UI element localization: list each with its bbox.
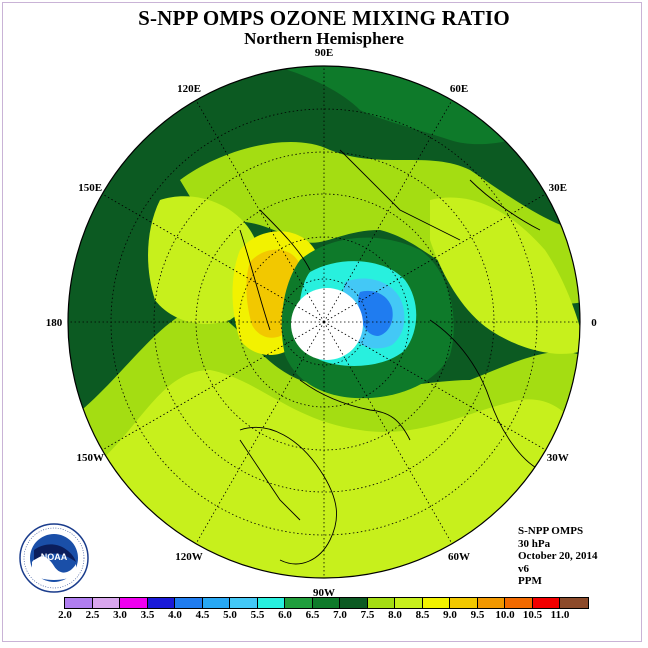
colorbar-tick-label: 9.5	[470, 609, 485, 621]
colorbar-tick-label: 8.0	[388, 609, 402, 621]
field-blue	[358, 290, 393, 336]
colorbar-cell	[340, 598, 368, 608]
colorbar-cell	[560, 598, 588, 608]
coast-asia-2	[469, 179, 541, 231]
longitude-label: 150E	[78, 182, 102, 194]
colorbar-cell	[367, 598, 395, 608]
coast-asia	[339, 149, 461, 241]
meridian-line	[102, 321, 325, 451]
colorbar-ticks: 2.0 2.5 3.0 3.5 4.0 4.5 5.0 5.5 6.0 6.5 7.0 7.5 8.0 8…	[0, 609, 648, 623]
colorbar-tick-label: 5.5	[250, 609, 265, 621]
colorbar-cell	[532, 598, 560, 608]
longitude-label: 0	[591, 317, 597, 329]
colorbar-tick-label: 2.0	[58, 609, 72, 621]
colorbar-cell	[92, 598, 120, 608]
coast-north-america	[239, 426, 337, 565]
colorbar	[64, 597, 589, 609]
colorbar-tick-label: 2.5	[85, 609, 100, 621]
colorbar-tick-label: 10.0	[495, 609, 515, 621]
colorbar-tick-label: 5.0	[223, 609, 237, 621]
field-light-green-east	[430, 197, 580, 354]
meridian-lines	[68, 66, 580, 578]
colorbar-tick-label: 6.5	[305, 609, 320, 621]
logo-wave	[32, 556, 76, 580]
info-pressure-level: 30 hPa	[518, 537, 551, 550]
colorbar-cell	[65, 598, 93, 608]
lat-circle-80	[280, 278, 368, 366]
meridian-line	[102, 193, 325, 323]
longitude-label: 120E	[177, 83, 201, 95]
colorbar-cell	[202, 598, 230, 608]
info-block: S-NPP OMPS 30 hPa October 20, 2014 v6 PP…	[518, 525, 598, 588]
colorbar-tick-label: 4.0	[168, 609, 182, 621]
map-subtitle: Northern Hemisphere	[244, 29, 404, 48]
longitude-label: 30E	[549, 182, 567, 194]
noaa-logo: NOAA	[18, 522, 90, 594]
colorbar-cell	[257, 598, 285, 608]
colorbar-tick-label: 11.0	[550, 609, 570, 621]
meridian-line	[323, 193, 546, 323]
figure-frame	[2, 2, 642, 642]
map-title: S-NPP OMPS OZONE MIXING RATIO	[138, 6, 510, 30]
coastlines	[239, 149, 541, 565]
colorbar-tick-label: 3.0	[113, 609, 127, 621]
colorbar-tick-label: 6.0	[278, 609, 292, 621]
longitude-labels: 90E 60E 30E 0 30W 60W 90W 120W 150W 180 150E 120E	[46, 47, 598, 599]
longitude-label: 30W	[547, 452, 569, 464]
colorbar-tick-label: 7.0	[333, 609, 347, 621]
meridian-line	[323, 321, 453, 544]
colorbar-cell	[285, 598, 313, 608]
coast-inner-america	[239, 439, 301, 521]
meridian-line	[195, 321, 325, 544]
pole-no-data	[291, 288, 363, 360]
longitude-label: 90E	[315, 47, 333, 59]
colorbar-tick-label: 3.5	[140, 609, 155, 621]
colorbar-cell	[450, 598, 478, 608]
lat-circle-30	[153, 151, 495, 493]
info-version: v6	[518, 562, 529, 575]
colorbar-cell	[120, 598, 148, 608]
longitude-label: 60E	[450, 83, 468, 95]
longitude-label: 60W	[448, 551, 470, 563]
colorbar-cell	[505, 598, 533, 608]
colorbar-tick-label: 10.5	[522, 609, 543, 621]
colorbar-cell	[230, 598, 258, 608]
noaa-logo-graphic: NOAA	[19, 523, 89, 593]
colorbar-cell	[312, 598, 340, 608]
meridian-line	[323, 100, 453, 323]
colorbar-cell	[147, 598, 175, 608]
colorbar-tick-label: 4.5	[195, 609, 210, 621]
field-light-green-west	[148, 196, 261, 324]
colorbar-tick-label: 9.0	[443, 609, 457, 621]
colorbar-cell	[422, 598, 450, 608]
colorbar-cell	[175, 598, 203, 608]
meridian-line	[323, 321, 546, 451]
map-boundary	[67, 65, 581, 579]
ozone-field	[68, 66, 580, 578]
longitude-label: 180	[46, 317, 63, 329]
logo-bird	[34, 544, 76, 562]
logo-wordmark: NOAA	[41, 552, 68, 562]
info-instrument: S-NPP OMPS	[518, 525, 584, 537]
coast-europe	[429, 319, 541, 471]
info-date: October 20, 2014	[518, 550, 598, 562]
info-units: PPM	[518, 575, 542, 587]
coast-greenland	[299, 379, 411, 441]
colorbar-cell	[477, 598, 505, 608]
longitude-label: 120W	[175, 551, 203, 563]
longitude-label: 90W	[313, 587, 335, 599]
meridian-line	[195, 100, 325, 323]
longitude-label: 150W	[76, 452, 104, 464]
colorbar-tick-label: 8.5	[415, 609, 430, 621]
logo-ring-lettering	[23, 527, 85, 589]
colorbar-cell	[395, 598, 423, 608]
coast-siberia	[239, 209, 311, 331]
colorbar-tick-label: 7.5	[360, 609, 375, 621]
field-light-green-south	[68, 370, 580, 578]
